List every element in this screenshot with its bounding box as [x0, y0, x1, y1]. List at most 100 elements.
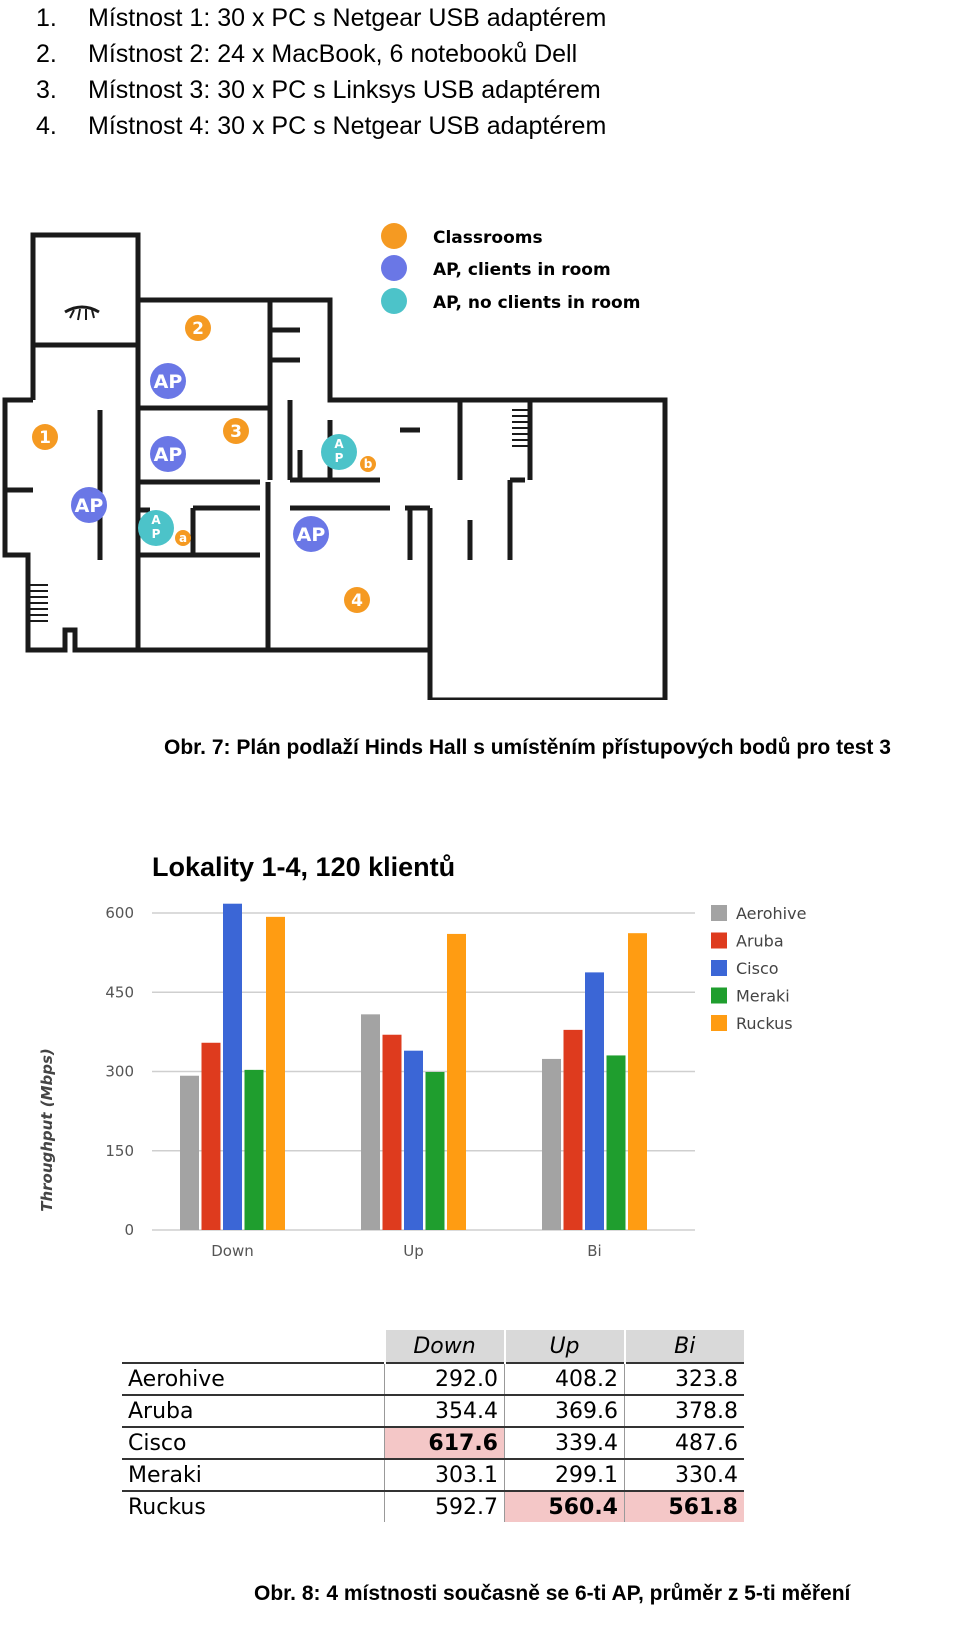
bar [223, 903, 242, 1230]
y-tick-label: 150 [105, 1142, 134, 1160]
chart-legend: Aerohive Aruba Cisco Meraki Ruckus [711, 904, 806, 1033]
chart-grid [152, 912, 695, 1231]
table-cell: 330.4 [624, 1458, 744, 1491]
room-marker [344, 587, 370, 613]
bar [542, 1058, 561, 1230]
bar [425, 1071, 445, 1230]
table-cell: 560.4 [504, 1490, 625, 1522]
table-cell: 592.7 [384, 1490, 505, 1522]
x-tick-label: Up [403, 1242, 424, 1260]
table-cell: 369.6 [504, 1394, 625, 1427]
x-tick-label: Bi [587, 1242, 601, 1260]
floor-plan: Classrooms AP, clients in room AP, no cl… [0, 200, 960, 703]
legend-swatch [711, 905, 727, 921]
ap-idle-marker [321, 434, 357, 470]
table-row: Aerohive 292.0 408.2 323.8 [122, 1362, 744, 1395]
x-tick-label: Down [211, 1242, 254, 1260]
ap-tag-marker [360, 456, 376, 472]
table-cell: 487.6 [624, 1426, 744, 1459]
y-tick-label: 600 [105, 904, 134, 922]
ap-label: AP [297, 524, 326, 546]
bar [585, 972, 604, 1230]
y-tick-label: 0 [124, 1221, 134, 1239]
legend-label: Cisco [736, 959, 779, 978]
legend-label: AP, no clients in room [433, 293, 640, 313]
results-table: Down Up Bi Aerohive 292.0 408.2 323.8 Aruba 3… [122, 1330, 744, 1522]
table-header-row: Down Up Bi [122, 1330, 744, 1363]
room-number: 1 [39, 428, 51, 448]
figure-caption: Obr. 8: 4 místnosti současně se 6-ti AP,… [254, 1582, 851, 1605]
list-item: 3. Místnost 3: 30 x PC s Linksys USB adap… [36, 76, 601, 104]
list-item: 1. Místnost 1: 30 x PC s Netgear USB adap… [36, 4, 607, 32]
table-cell: 561.8 [624, 1490, 744, 1522]
table-cell: 303.1 [384, 1458, 505, 1491]
ap-marker [150, 363, 186, 399]
room-marker [185, 315, 211, 341]
row-label: Ruckus [122, 1490, 385, 1522]
bar [201, 1042, 221, 1230]
bar [606, 1055, 626, 1230]
column-header: Bi [623, 1330, 744, 1363]
ap-label: AP [75, 495, 104, 517]
chart-title: Lokality 1-4, 120 klientů [152, 852, 456, 882]
ap-idle-marker [138, 510, 174, 546]
ap-marker [71, 487, 107, 523]
chart-bars [180, 903, 647, 1230]
legend-label: Classrooms [433, 228, 543, 248]
legend-ap-noclients-dot [381, 288, 407, 314]
ap-label: AP [154, 371, 183, 393]
ap-tag-marker [175, 530, 191, 546]
column-header: Up [503, 1330, 625, 1363]
room-marker [223, 418, 249, 444]
table-cell: 354.4 [384, 1394, 505, 1427]
row-label: Meraki [122, 1458, 385, 1491]
table-row: Ruckus 592.7 560.4 561.8 [122, 1490, 744, 1522]
table-row: Meraki 303.1 299.1 330.4 [122, 1458, 744, 1491]
table-cell: 408.2 [504, 1362, 625, 1395]
stage-icon [64, 305, 100, 314]
ap-small-label: A [334, 437, 344, 451]
table-cell: 617.6 [384, 1426, 505, 1459]
table-row: Aruba 354.4 369.6 378.8 [122, 1394, 744, 1427]
legend-label: Aruba [736, 932, 784, 951]
list-item: 4. Místnost 4: 30 x PC s Netgear USB adap… [36, 112, 607, 140]
ap-tag: a [179, 531, 187, 545]
bar [404, 1050, 423, 1230]
bar [266, 916, 285, 1230]
ap-label: AP [154, 444, 183, 466]
row-label: Aerohive [122, 1362, 385, 1395]
table-cell: 323.8 [624, 1362, 744, 1395]
bar [382, 1034, 402, 1230]
table-cell: 339.4 [504, 1426, 625, 1459]
list-item: 2. Místnost 2: 24 x MacBook, 6 notebooků … [36, 40, 578, 68]
row-label: Cisco [122, 1426, 385, 1459]
seating-icon [69, 308, 95, 321]
floor-walls [2, 232, 668, 703]
ap-small-label: A [151, 513, 161, 527]
y-tick-label: 300 [105, 1063, 134, 1081]
ap-small-label: P [152, 527, 161, 541]
legend-label: Ruckus [736, 1014, 793, 1033]
bar [447, 933, 466, 1230]
column-header: Down [383, 1330, 505, 1363]
legend-label: AP, clients in room [433, 260, 611, 280]
legend-label: Aerohive [736, 904, 806, 923]
floor-plan-svg: Classrooms AP, clients in room AP, no cl… [2, 223, 668, 703]
legend-label: Meraki [736, 987, 790, 1006]
room-marker [32, 424, 58, 450]
floor-legend: Classrooms AP, clients in room AP, no cl… [381, 223, 640, 314]
legend-swatch [711, 987, 727, 1004]
table-row: Cisco 617.6 339.4 487.6 [122, 1426, 744, 1459]
ap-tag: b [364, 457, 373, 471]
bar-chart: 0 150 300 450 600 Down Up Bi Aerohive Aruba Cisc… [38, 903, 806, 1260]
legend-swatch [711, 960, 727, 976]
stair-icon [30, 409, 528, 622]
figure-caption: Obr. 7: Plán podlaží Hinds Hall s umístě… [164, 736, 891, 759]
legend-swatch [711, 1015, 727, 1031]
y-axis-ticks: 0 150 300 450 600 [105, 904, 134, 1239]
legend-ap-clients-dot [381, 255, 407, 281]
room-number: 4 [351, 591, 363, 611]
table-cell: 299.1 [504, 1458, 625, 1491]
ap-marker [150, 436, 186, 472]
row-label: Aruba [122, 1394, 385, 1427]
